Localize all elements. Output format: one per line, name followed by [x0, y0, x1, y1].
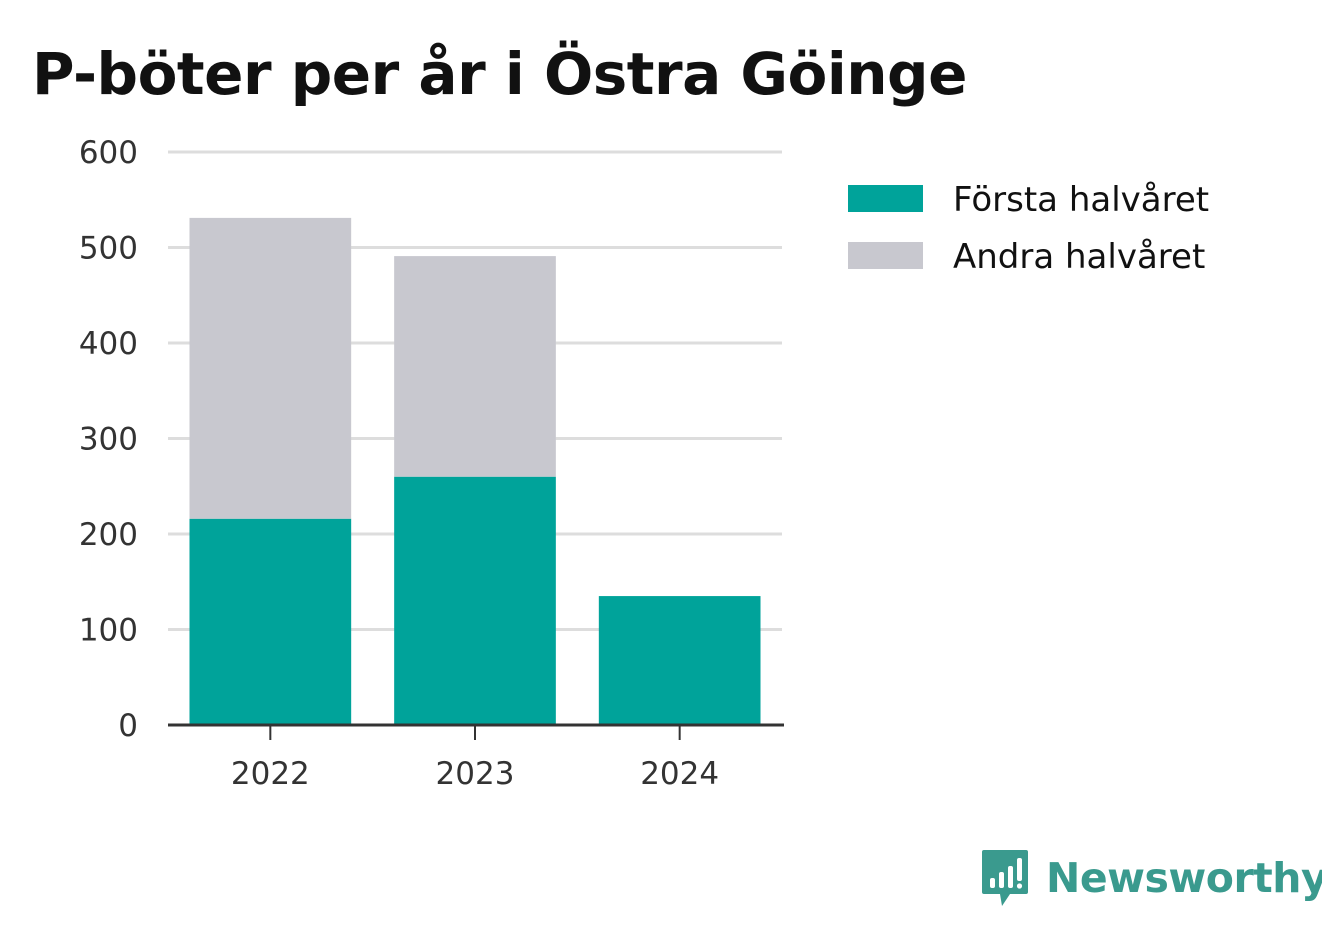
- x-tick-label-2023: 2023: [436, 756, 515, 792]
- newsworthy-logo: Newsworthy: [980, 848, 1322, 908]
- x-tick-label-2024: 2024: [640, 756, 719, 792]
- y-tick-label-100: 100: [79, 613, 138, 649]
- axes: 0 100 200 300 400 500 600 2022 2023 2024: [79, 135, 784, 792]
- bar-2024-series-1: [598, 596, 761, 725]
- y-tick-label-200: 200: [79, 517, 138, 553]
- bar-2022-series-1: [189, 518, 352, 725]
- y-tick-label-600: 600: [79, 135, 138, 171]
- bar-2023-series-1: [394, 476, 556, 725]
- brand-name: Newsworthy: [1046, 854, 1322, 902]
- y-tick-label-500: 500: [79, 231, 138, 267]
- newsworthy-bar-chart-icon: [982, 850, 1028, 906]
- legend: Första halvåret Andra halvåret: [848, 180, 1209, 277]
- legend-label-1: Första halvåret: [953, 180, 1209, 220]
- y-tick-label-300: 300: [79, 422, 138, 458]
- legend-swatch-1: [848, 185, 923, 212]
- bar-2023-series-2: [394, 256, 556, 477]
- x-tick-label-2022: 2022: [231, 756, 310, 792]
- y-tick-label-0: 0: [118, 708, 138, 744]
- bar-2022-series-2: [189, 217, 352, 519]
- legend-swatch-2: [848, 242, 923, 269]
- y-tick-label-400: 400: [79, 326, 138, 362]
- legend-label-2: Andra halvåret: [953, 237, 1205, 277]
- bars: [189, 217, 761, 725]
- chart-title: P-böter per år i Östra Göinge: [32, 40, 967, 108]
